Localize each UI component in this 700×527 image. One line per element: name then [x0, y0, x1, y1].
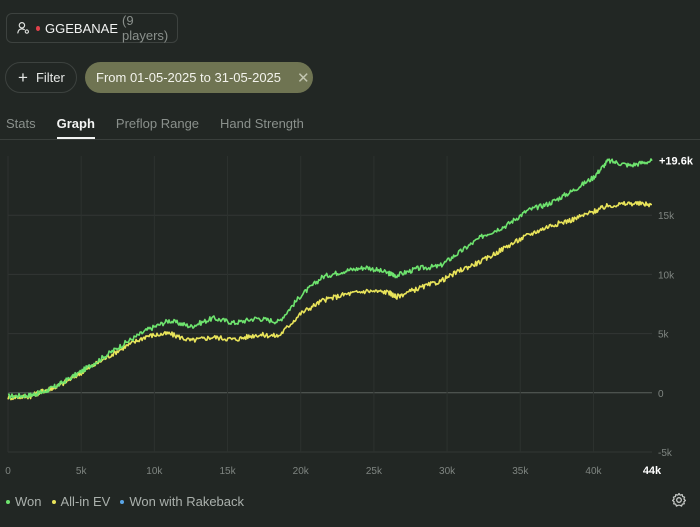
legend-item-won-rakeback[interactable]: Won with Rakeback — [120, 494, 244, 509]
legend-label-won: Won — [15, 494, 42, 509]
tabs-divider — [0, 139, 700, 140]
player-selector[interactable]: GGEBANAE (9 players) — [6, 13, 178, 43]
close-icon[interactable]: ✕ — [297, 69, 310, 87]
legend-label-allin-ev: All-in EV — [60, 494, 111, 509]
y-tick-label: 15k — [658, 211, 675, 222]
legend-dot-allin-ev — [51, 499, 56, 504]
x-tick-label: 10k — [146, 466, 163, 477]
final-value-label: +19.6k — [659, 156, 694, 168]
results-chart: -5k 0 5k 10k 15k 0 5k 10k 15k 20k 25k 30k 35k 40k 44k +… — [5, 156, 694, 477]
legend-dot-won — [6, 499, 10, 504]
series-line-allin-ev — [7, 200, 652, 401]
series-line-won — [7, 158, 653, 400]
legend-item-allin-ev[interactable]: All-in EV — [51, 494, 111, 509]
tab-preflop-range[interactable]: Preflop Range — [115, 116, 200, 131]
legend-dot-won-rakeback — [120, 499, 125, 504]
date-range-chip[interactable]: From 01-05-2025 to 31-05-2025 ✕ — [85, 62, 313, 93]
gear-icon[interactable] — [671, 492, 687, 508]
x-tick-label: 5k — [76, 466, 88, 477]
filter-label: Filter — [35, 70, 65, 85]
tab-graph[interactable]: Graph — [56, 116, 95, 139]
plus-icon: + — [18, 68, 28, 87]
legend-item-won[interactable]: Won — [6, 494, 42, 509]
filter-button[interactable]: + Filter — [5, 62, 77, 93]
user-settings-icon — [17, 22, 30, 34]
y-tick-label: -5k — [658, 448, 673, 459]
view-tabs: Stats Graph Preflop Range Hand Strength — [6, 116, 325, 139]
x-tick-label: 35k — [512, 466, 529, 477]
x-tick-label: 15k — [219, 466, 236, 477]
x-tick-label: 30k — [439, 466, 456, 477]
y-tick-label: 0 — [658, 389, 664, 400]
x-tick-label: 0 — [5, 466, 11, 477]
x-tick-label: 20k — [293, 466, 310, 477]
tab-hand-strength[interactable]: Hand Strength — [220, 116, 304, 131]
status-dot — [35, 25, 41, 31]
y-tick-label: 5k — [658, 330, 670, 341]
x-tick-label: 25k — [366, 466, 383, 477]
y-tick-label: 10k — [658, 270, 675, 281]
chart-legend: Won All-in EV Won with Rakeback — [6, 494, 254, 509]
x-tick-label: 40k — [585, 466, 602, 477]
legend-label-won-rakeback: Won with Rakeback — [129, 494, 245, 509]
player-count: (9 players) — [122, 13, 169, 43]
tab-stats[interactable]: Stats — [6, 116, 36, 131]
date-range-label: From 01-05-2025 to 31-05-2025 — [96, 70, 282, 85]
x-max-label: 44k — [643, 465, 662, 477]
player-name: GGEBANAE — [45, 20, 118, 36]
